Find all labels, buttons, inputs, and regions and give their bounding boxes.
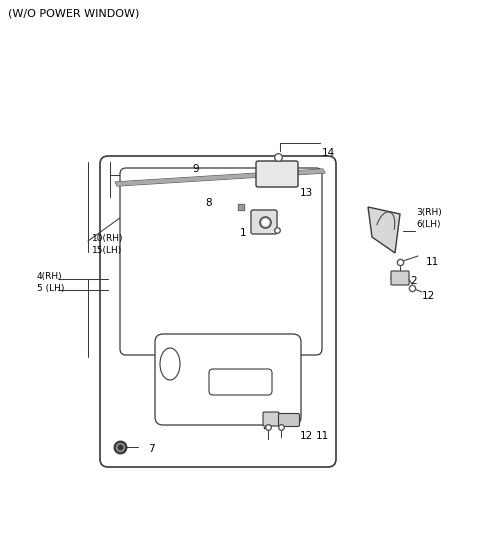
- FancyBboxPatch shape: [391, 271, 409, 285]
- Text: 7: 7: [148, 444, 155, 454]
- Text: 2: 2: [410, 276, 417, 286]
- Text: 6(LH): 6(LH): [416, 219, 441, 229]
- FancyBboxPatch shape: [209, 369, 272, 395]
- Text: 9: 9: [192, 164, 199, 174]
- FancyBboxPatch shape: [251, 210, 277, 234]
- Text: 1: 1: [240, 228, 247, 238]
- Text: (W/O POWER WINDOW): (W/O POWER WINDOW): [8, 8, 139, 18]
- Text: 8: 8: [205, 198, 212, 208]
- FancyBboxPatch shape: [263, 412, 279, 426]
- Text: 4(RH): 4(RH): [37, 272, 62, 282]
- Text: 11: 11: [426, 257, 439, 267]
- FancyBboxPatch shape: [155, 334, 301, 425]
- Text: 13: 13: [300, 188, 313, 198]
- Text: 3(RH): 3(RH): [416, 207, 442, 217]
- Polygon shape: [368, 207, 400, 253]
- FancyBboxPatch shape: [278, 414, 300, 427]
- Text: 15(LH): 15(LH): [92, 246, 122, 254]
- FancyBboxPatch shape: [120, 168, 322, 355]
- Text: 2: 2: [262, 421, 269, 431]
- FancyBboxPatch shape: [256, 161, 298, 187]
- Text: 12: 12: [300, 431, 313, 441]
- FancyBboxPatch shape: [100, 156, 336, 467]
- Polygon shape: [115, 169, 325, 186]
- Text: 5 (LH): 5 (LH): [37, 284, 64, 294]
- Text: 10(RH): 10(RH): [92, 234, 123, 242]
- Polygon shape: [115, 169, 325, 186]
- Text: 14: 14: [322, 148, 335, 158]
- Text: 12: 12: [422, 291, 435, 301]
- Text: 11: 11: [316, 431, 329, 441]
- Ellipse shape: [160, 348, 180, 380]
